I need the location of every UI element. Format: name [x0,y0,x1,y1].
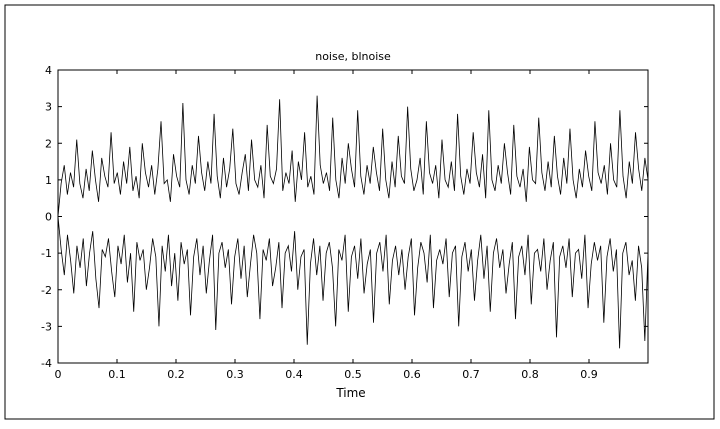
series-group [57,95,649,349]
y-tick-label: 2 [45,137,52,150]
y-tick-label: -3 [41,320,52,333]
y-tick-label: 1 [45,174,52,187]
x-tick-label: 0 [55,368,62,381]
x-tick-label: 0.3 [226,368,244,381]
chart-title: noise, blnoise [315,50,391,63]
series-line-2 [57,216,649,349]
y-tick-label: -1 [41,247,52,260]
x-tick-label: 0.1 [108,368,126,381]
y-tick-label: 3 [45,101,52,114]
x-tick-label: 0.2 [167,368,185,381]
axis-ticks: 0 0.1 0.2 0.3 0.4 0.5 0.6 0.7 0.8 0.9 -4 -3 -2 -1 0 1 2 3… [41,64,648,381]
plot-area [57,69,649,364]
x-tick-label: 0.4 [285,368,303,381]
x-axis-label: Time [335,386,365,400]
x-tick-label: 0.5 [344,368,362,381]
y-tick-label: 4 [45,64,52,77]
y-tick-label: -2 [41,284,52,297]
x-tick-label: 0.6 [403,368,421,381]
y-tick-label: 0 [45,211,52,224]
x-tick-label: 0.7 [462,368,480,381]
y-tick-label: -4 [41,357,52,370]
series-line-1 [57,95,649,217]
x-tick-label: 0.8 [521,368,539,381]
x-tick-label: 0.9 [580,368,598,381]
